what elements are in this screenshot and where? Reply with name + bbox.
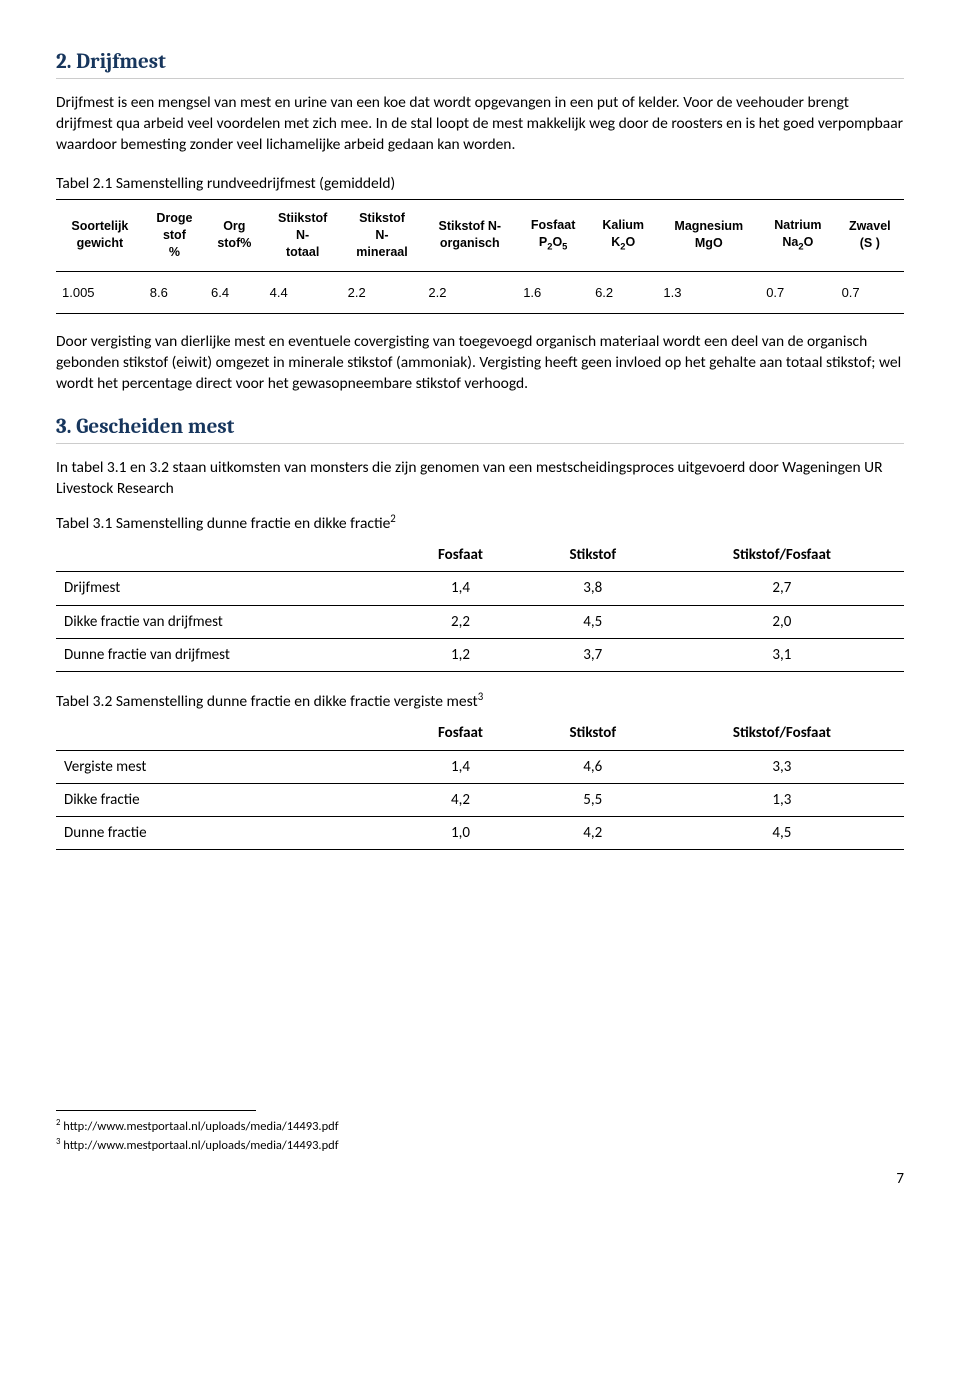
table-row: Dunne fractie 1,0 4,2 4,5 xyxy=(56,817,904,850)
col-header: Stikstof xyxy=(526,539,660,572)
cell: 1,0 xyxy=(395,817,526,850)
col-header: Stikstof N-organisch xyxy=(422,200,517,272)
section-3-heading: 3. Gescheiden mest xyxy=(56,413,904,444)
footnote-text: http://www.mestportaal.nl/uploads/media/… xyxy=(60,1138,338,1153)
col-header: StikstofN-mineraal xyxy=(342,200,423,272)
col-header: StiikstofN-totaal xyxy=(264,200,342,272)
footnote-divider xyxy=(56,1110,256,1111)
table-row: Fosfaat Stikstof Stikstof/Fosfaat xyxy=(56,539,904,572)
table-2-1-caption: Tabel 2.1 Samenstelling rundveedrijfmest… xyxy=(56,174,904,195)
table-row: Drijfmest 1,4 3,8 2,7 xyxy=(56,572,904,605)
table-row: Dikke fractie 4,2 5,5 1,3 xyxy=(56,783,904,816)
col-header: Orgstof% xyxy=(205,200,264,272)
section-2-paragraph: Drijfmest is een mengsel van mest en uri… xyxy=(56,93,904,156)
cell: Dikke fractie xyxy=(56,783,395,816)
cell: Vergiste mest xyxy=(56,750,395,783)
cell: 3,7 xyxy=(526,638,660,671)
col-header xyxy=(56,717,395,750)
cell: 3,8 xyxy=(526,572,660,605)
col-header: FosfaatP2O5 xyxy=(517,200,589,272)
cell: 1.3 xyxy=(657,271,760,314)
col-header: Stikstof/Fosfaat xyxy=(660,539,904,572)
table-3-1-caption-text: Tabel 3.1 Samenstelling dunne fractie en… xyxy=(56,514,390,533)
col-header: KaliumK2O xyxy=(589,200,657,272)
cell: Dunne fractie van drijfmest xyxy=(56,638,395,671)
cell: 4,5 xyxy=(526,605,660,638)
col-header xyxy=(56,539,395,572)
table-3-1-caption: Tabel 3.1 Samenstelling dunne fractie en… xyxy=(56,512,904,535)
cell: 1.6 xyxy=(517,271,589,314)
paragraph-after-table-2-1: Door vergisting van dierlijke mest en ev… xyxy=(56,332,904,395)
table-3-2-caption: Tabel 3.2 Samenstelling dunne fractie en… xyxy=(56,690,904,713)
table-row: Dikke fractie van drijfmest 2,2 4,5 2,0 xyxy=(56,605,904,638)
cell: Drijfmest xyxy=(56,572,395,605)
cell: 1.005 xyxy=(56,271,144,314)
cell: 6.4 xyxy=(205,271,264,314)
cell: 2,0 xyxy=(660,605,904,638)
cell: 0.7 xyxy=(760,271,835,314)
cell: 1,3 xyxy=(660,783,904,816)
cell: 2,7 xyxy=(660,572,904,605)
col-header: MagnesiumMgO xyxy=(657,200,760,272)
cell: 1,4 xyxy=(395,572,526,605)
table-row: Soortelijkgewicht Drogestof% Orgstof% St… xyxy=(56,200,904,272)
cell: 1,4 xyxy=(395,750,526,783)
col-header: Zwavel(S ) xyxy=(836,200,904,272)
col-header: Stikstof xyxy=(526,717,660,750)
cell: 6.2 xyxy=(589,271,657,314)
cell: 4,2 xyxy=(526,817,660,850)
cell: 0.7 xyxy=(836,271,904,314)
cell: 2,2 xyxy=(395,605,526,638)
col-header: Drogestof% xyxy=(144,200,205,272)
table-row: Fosfaat Stikstof Stikstof/Fosfaat xyxy=(56,717,904,750)
cell: 3,1 xyxy=(660,638,904,671)
table-2-1: Soortelijkgewicht Drogestof% Orgstof% St… xyxy=(56,199,904,314)
cell: 4,2 xyxy=(395,783,526,816)
col-header: Fosfaat xyxy=(395,539,526,572)
section-2-heading: 2. Drijfmest xyxy=(56,48,904,79)
footnote-ref: 2 xyxy=(390,512,396,525)
cell: Dunne fractie xyxy=(56,817,395,850)
table-3-2: Fosfaat Stikstof Stikstof/Fosfaat Vergis… xyxy=(56,717,904,850)
cell: 4,5 xyxy=(660,817,904,850)
cell: 8.6 xyxy=(144,271,205,314)
footnote-text: http://www.mestportaal.nl/uploads/media/… xyxy=(60,1119,338,1134)
cell: 5,5 xyxy=(526,783,660,816)
cell: 4,6 xyxy=(526,750,660,783)
cell: Dikke fractie van drijfmest xyxy=(56,605,395,638)
page-number: 7 xyxy=(56,1169,904,1189)
cell: 2.2 xyxy=(342,271,423,314)
cell: 1,2 xyxy=(395,638,526,671)
table-row: Dunne fractie van drijfmest 1,2 3,7 3,1 xyxy=(56,638,904,671)
col-header: Soortelijkgewicht xyxy=(56,200,144,272)
footnote-3: 3 http://www.mestportaal.nl/uploads/medi… xyxy=(56,1136,904,1155)
table-3-1: Fosfaat Stikstof Stikstof/Fosfaat Drijfm… xyxy=(56,539,904,672)
col-header: Fosfaat xyxy=(395,717,526,750)
footnote-ref: 3 xyxy=(478,690,484,703)
cell: 3,3 xyxy=(660,750,904,783)
col-header: Stikstof/Fosfaat xyxy=(660,717,904,750)
table-3-2-caption-text: Tabel 3.2 Samenstelling dunne fractie en… xyxy=(56,692,478,711)
table-row: 1.005 8.6 6.4 4.4 2.2 2.2 1.6 6.2 1.3 0.… xyxy=(56,271,904,314)
col-header: NatriumNa2O xyxy=(760,200,835,272)
table-row: Vergiste mest 1,4 4,6 3,3 xyxy=(56,750,904,783)
footnote-2: 2 http://www.mestportaal.nl/uploads/medi… xyxy=(56,1117,904,1136)
cell: 2.2 xyxy=(422,271,517,314)
cell: 4.4 xyxy=(264,271,342,314)
section-3-intro: In tabel 3.1 en 3.2 staan uitkomsten van… xyxy=(56,458,904,500)
